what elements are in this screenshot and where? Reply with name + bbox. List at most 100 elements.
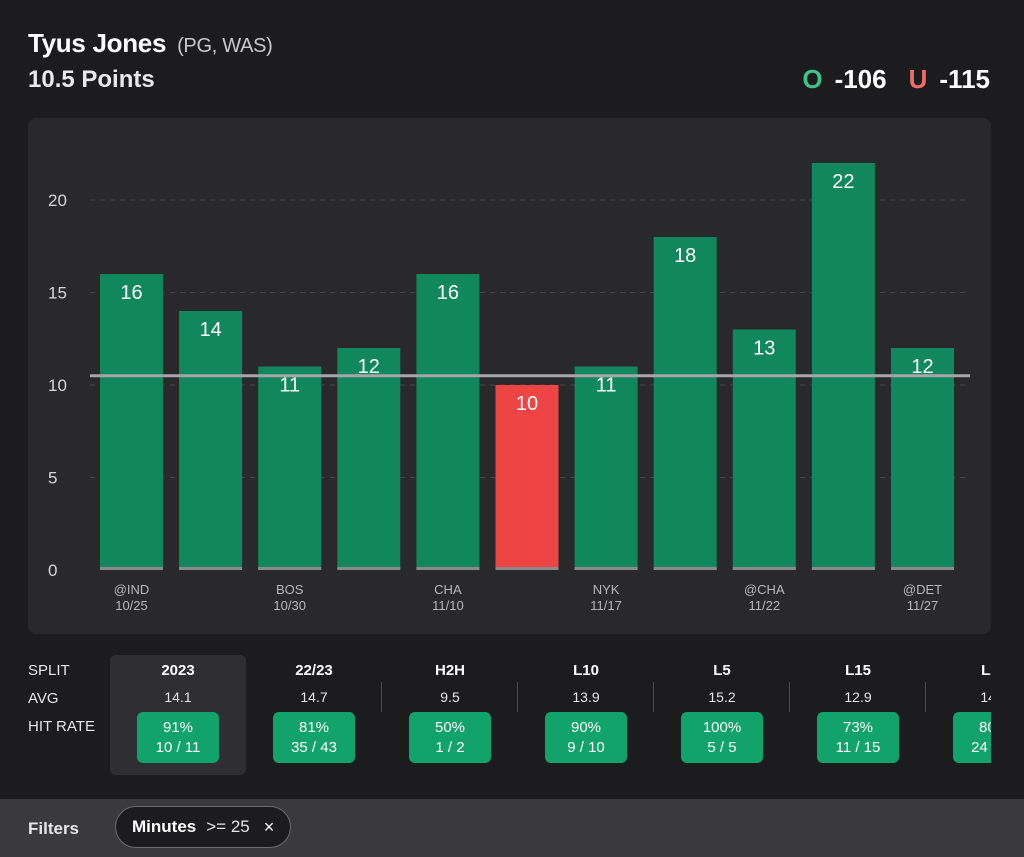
split-header: L5 <box>713 662 731 679</box>
y-tick-label: 15 <box>48 284 67 303</box>
under-value: -115 <box>939 64 990 94</box>
bar[interactable] <box>258 366 322 571</box>
split-header: L20 <box>981 662 991 679</box>
bar[interactable] <box>416 274 480 570</box>
splits-columns: 2023 14.1 91% 10 / 11 22/23 14.7 81% 35 / 43 H2H… <box>0 655 991 775</box>
y-tick-label: 20 <box>48 191 67 210</box>
hit-rate-pill: 80% 24 / 30 <box>953 712 991 763</box>
x-tick-label: NYK <box>593 582 620 597</box>
bar-value-label: 12 <box>911 356 933 378</box>
bar[interactable] <box>179 311 243 570</box>
minutes-filter-chip[interactable]: Minutes >= 25 × <box>115 806 292 848</box>
over-odds[interactable]: O -106 <box>802 64 886 95</box>
bar-baseline <box>574 567 638 570</box>
x-tick-date: 10/25 <box>115 598 148 613</box>
split-avg: 14.1 <box>164 689 192 705</box>
bar-value-label: 18 <box>674 245 696 267</box>
x-tick-label: @DET <box>903 582 942 597</box>
column-divider <box>789 682 790 712</box>
split-avg: 13.9 <box>572 689 600 705</box>
hit-rate-frac: 11 / 15 <box>835 738 881 756</box>
bar-baseline <box>179 567 243 570</box>
column-divider <box>653 682 654 712</box>
split-header: H2H <box>434 662 465 679</box>
hit-rate-pct: 91% <box>162 718 194 736</box>
split-header: L15 <box>845 662 871 679</box>
filters-bar: Filters Minutes >= 25 × <box>0 799 1024 857</box>
bar-baseline <box>258 567 322 570</box>
bar[interactable] <box>891 348 954 570</box>
bar-baseline <box>811 567 875 570</box>
split-avg: 9.5 <box>440 689 460 705</box>
hit-rate-frac: 1 / 2 <box>435 738 465 756</box>
under-odds[interactable]: U -115 <box>909 64 990 95</box>
bar-baseline <box>732 567 796 570</box>
x-tick-date: 11/10 <box>432 598 464 613</box>
y-tick-label: 5 <box>48 469 57 488</box>
hit-rate-pct: 100% <box>702 718 742 736</box>
bar[interactable] <box>337 348 401 570</box>
split-column-0[interactable]: 2023 14.1 91% 10 / 11 <box>110 655 246 775</box>
bar-value-label: 10 <box>516 393 538 415</box>
bar-baseline <box>495 567 559 570</box>
split-avg: 15.2 <box>708 689 736 705</box>
bar-value-label: 14 <box>199 319 221 341</box>
header: Tyus Jones (PG, WAS) 10.5 Points O -106 U… <box>28 28 990 94</box>
x-tick-label: CHA <box>434 582 462 597</box>
bar[interactable] <box>653 237 717 570</box>
hit-rate-pill: 81% 35 / 43 <box>273 712 355 763</box>
bar[interactable] <box>100 274 163 570</box>
split-column-6[interactable]: L20 14.2 80% 24 / 30 <box>926 655 991 775</box>
hit-rate-pct: 73% <box>842 718 874 736</box>
x-tick-date: 10/30 <box>273 598 306 613</box>
hit-rate-frac: 24 / 30 <box>971 738 991 756</box>
split-column-4[interactable]: L5 15.2 100% 5 / 5 <box>654 655 790 775</box>
bar[interactable] <box>732 329 796 571</box>
odds: O -106 U -115 <box>802 64 990 95</box>
bar[interactable] <box>495 385 559 570</box>
x-tick-date: 11/27 <box>907 598 939 613</box>
bar[interactable] <box>574 366 638 571</box>
hit-rate-row-label: HIT RATE <box>28 718 95 735</box>
split-avg: 14.7 <box>300 689 328 705</box>
player-title: Tyus Jones (PG, WAS) <box>28 28 990 59</box>
over-value: -106 <box>834 64 887 94</box>
x-tick-label: @CHA <box>744 582 785 597</box>
split-avg: 14.2 <box>980 689 991 705</box>
column-divider <box>925 682 926 712</box>
hit-rate-frac: 5 / 5 <box>707 738 737 756</box>
split-column-3[interactable]: L10 13.9 90% 9 / 10 <box>518 655 654 775</box>
bar-value-label: 12 <box>358 356 380 378</box>
filter-value: >= 25 <box>206 817 250 836</box>
player-name: Tyus Jones <box>28 28 167 58</box>
hit-rate-pill: 90% 9 / 10 <box>545 712 627 763</box>
bar-baseline <box>653 567 717 570</box>
hit-rate-frac: 35 / 43 <box>291 738 337 756</box>
split-row-label: SPLIT <box>28 662 70 679</box>
bar-value-label: 11 <box>279 375 300 397</box>
hit-rate-pill: 50% 1 / 2 <box>409 712 491 763</box>
split-header: 2023 <box>161 662 195 679</box>
hit-rate-frac: 10 / 11 <box>155 738 201 756</box>
avg-row-label: AVG <box>28 690 59 707</box>
hit-rate-pct: 81% <box>298 718 330 736</box>
split-column-2[interactable]: H2H 9.5 50% 1 / 2 <box>382 655 518 775</box>
x-tick-date: 11/17 <box>590 598 622 613</box>
under-label: U <box>908 64 928 94</box>
hit-rate-pct: 80% <box>978 718 991 736</box>
bar-baseline <box>100 567 163 570</box>
split-column-5[interactable]: L15 12.9 73% 11 / 15 <box>790 655 926 775</box>
prop-line: 10.5 Points <box>28 66 155 93</box>
filter-name: Minutes <box>132 817 197 836</box>
player-meta: (PG, WAS) <box>177 35 273 57</box>
bar-chart-svg: 0510152016@IND10/251411BOS10/301216CHA11… <box>48 163 970 613</box>
bar-value-label: 16 <box>120 282 142 304</box>
bar[interactable] <box>811 163 875 570</box>
y-tick-label: 10 <box>48 376 67 395</box>
bar-baseline <box>891 567 954 570</box>
split-header: L10 <box>573 662 599 679</box>
split-column-1[interactable]: 22/23 14.7 81% 35 / 43 <box>246 655 382 775</box>
close-icon[interactable]: × <box>263 816 275 837</box>
hit-rate-pct: 50% <box>434 718 466 736</box>
split-avg: 12.9 <box>844 689 872 705</box>
